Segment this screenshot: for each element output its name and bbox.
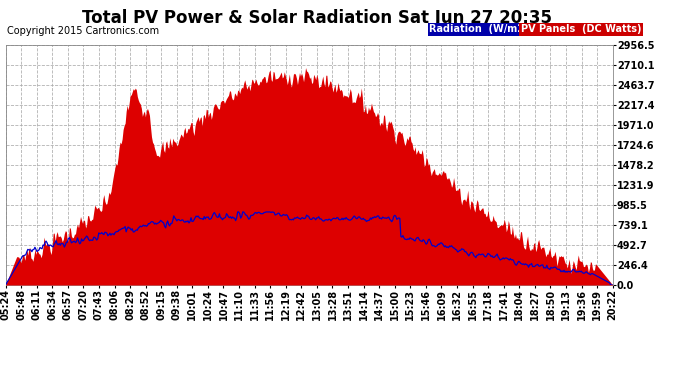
Text: Total PV Power & Solar Radiation Sat Jun 27 20:35: Total PV Power & Solar Radiation Sat Jun…	[82, 9, 553, 27]
Text: Copyright 2015 Cartronics.com: Copyright 2015 Cartronics.com	[7, 26, 159, 36]
Text: Radiation  (W/m2): Radiation (W/m2)	[429, 24, 529, 34]
Text: PV Panels  (DC Watts): PV Panels (DC Watts)	[521, 24, 642, 34]
